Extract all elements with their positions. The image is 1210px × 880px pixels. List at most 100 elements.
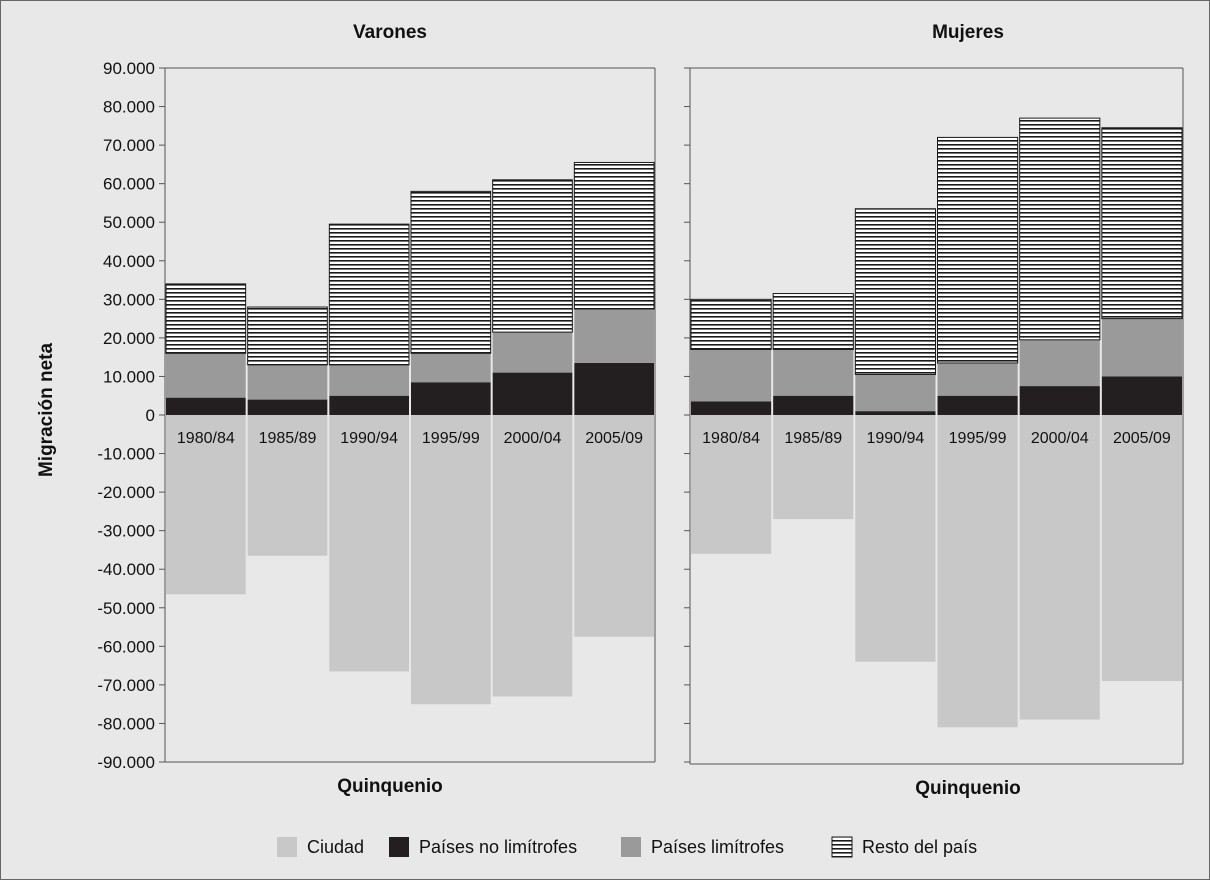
- panel-Varones: Varones Quinquenio 90.000 80.000 70.000 60.00…: [97, 22, 656, 797]
- x-tick-label: 1990/94: [866, 430, 924, 447]
- bar-group-2005/09: [1101, 127, 1183, 682]
- bar-group-1995/99: [937, 136, 1019, 728]
- x-tick-label: 1980/84: [702, 430, 760, 447]
- y-tick-label: -30.000: [97, 522, 155, 541]
- bar-segment-ciudad: [773, 415, 854, 520]
- bar-segment-ciudad: [574, 415, 654, 637]
- y-tick-label: 0: [146, 406, 155, 425]
- bar-segment-resto-del-pais: [690, 298, 772, 350]
- bar-segment-paises-limitrofes: [329, 364, 409, 396]
- bar-segment-resto-del-pais: [328, 223, 410, 366]
- bar-segment-paises-no-limitrofes: [1101, 376, 1182, 415]
- y-tick-label: 30.000: [103, 290, 155, 309]
- bar-segment-paises-limitrofes: [1019, 339, 1100, 387]
- y-tick-label: -90.000: [97, 753, 155, 772]
- legend-swatch-paises-no-limitrofes: [389, 837, 409, 857]
- bar-segment-resto-del-pais: [492, 179, 573, 333]
- legend-swatch-resto-del-pais: [831, 836, 853, 858]
- bar-segment-paises-limitrofes: [855, 374, 936, 412]
- bar-segment-resto-del-pais: [165, 283, 247, 354]
- y-tick-label: -10.000: [97, 445, 155, 464]
- y-tick-label: 80.000: [103, 98, 155, 117]
- bar-group-2000/04: [492, 179, 573, 697]
- x-tick-label: 1995/99: [949, 430, 1007, 447]
- bar-segment-ciudad: [855, 415, 936, 662]
- y-tick-label: -80.000: [97, 714, 155, 733]
- bar-segment-resto-del-pais: [573, 161, 655, 310]
- y-tick-label: -70.000: [97, 676, 155, 695]
- bar-segment-resto-del-pais: [1101, 127, 1183, 320]
- legend-swatch-ciudad: [277, 837, 297, 857]
- y-tick-label: -20.000: [97, 483, 155, 502]
- bar-segment-ciudad: [329, 415, 409, 672]
- bar-segment-ciudad: [166, 415, 246, 595]
- y-tick-label: 10.000: [103, 367, 155, 386]
- bar-segment-ciudad: [247, 415, 328, 556]
- bar-segment-paises-limitrofes: [691, 349, 772, 402]
- y-tick-label: 90.000: [103, 59, 155, 78]
- bar-group-1990/94: [328, 223, 410, 672]
- bar-segment-resto-del-pais: [772, 293, 854, 350]
- y-tick-label: -60.000: [97, 637, 155, 656]
- bar-segment-paises-limitrofes: [411, 353, 491, 383]
- bar-group-1995/99: [410, 190, 492, 705]
- bar-segment-paises-limitrofes: [937, 362, 1018, 396]
- legend-label-ciudad: Ciudad: [307, 837, 364, 857]
- bar-group-1985/89: [772, 293, 854, 520]
- bar-segment-paises-no-limitrofes: [492, 372, 573, 415]
- x-tick-label: 1985/89: [784, 430, 842, 447]
- panel-title: Varones: [353, 22, 427, 43]
- bar-segment-resto-del-pais: [410, 190, 492, 354]
- panel-Mujeres: Mujeres Quinquenio 1980/84 1985/89 1990/94 19…: [684, 22, 1184, 799]
- bar-segment-resto-del-pais: [247, 306, 328, 366]
- x-tick-label: 1995/99: [422, 430, 480, 447]
- bar-segment-paises-no-limitrofes: [773, 395, 854, 415]
- bar-segment-ciudad: [411, 415, 491, 705]
- x-axis-label: Quinquenio: [915, 778, 1021, 799]
- bar-segment-paises-limitrofes: [492, 332, 573, 373]
- panel-title: Mujeres: [932, 22, 1004, 43]
- bar-segment-paises-limitrofes: [166, 353, 246, 398]
- x-tick-label: 2005/09: [585, 430, 643, 447]
- y-tick-label: 20.000: [103, 329, 155, 348]
- x-tick-label: 1980/84: [177, 430, 235, 447]
- bar-group-2005/09: [573, 161, 655, 637]
- y-axis-label: Migración neta: [36, 343, 57, 478]
- y-tick-label: 50.000: [103, 213, 155, 232]
- bar-segment-ciudad: [1101, 415, 1182, 682]
- x-axis-label: Quinquenio: [337, 776, 443, 797]
- bar-group-1980/84: [690, 298, 772, 554]
- x-tick-label: 2000/04: [504, 430, 562, 447]
- legend-label-resto-del-pais: Resto del país: [862, 837, 977, 857]
- y-tick-label: 40.000: [103, 252, 155, 271]
- bar-segment-resto-del-pais: [854, 208, 936, 376]
- bar-segment-ciudad: [937, 415, 1018, 728]
- bar-segment-ciudad: [492, 415, 573, 697]
- bar-segment-paises-no-limitrofes: [937, 395, 1018, 415]
- bar-segment-paises-no-limitrofes: [166, 397, 246, 415]
- bar-segment-ciudad: [691, 415, 772, 554]
- x-tick-label: 2005/09: [1113, 430, 1171, 447]
- bar-group-1980/84: [165, 283, 247, 595]
- bar-segment-paises-limitrofes: [247, 364, 328, 400]
- bar-segment-paises-no-limitrofes: [691, 401, 772, 415]
- bar-segment-paises-limitrofes: [574, 308, 654, 363]
- y-tick-label: 70.000: [103, 136, 155, 155]
- legend: Ciudad Países no limítrofes Países limít…: [277, 836, 977, 858]
- bar-group-1990/94: [854, 208, 936, 662]
- bar-segment-paises-no-limitrofes: [1019, 386, 1100, 415]
- bar-segment-paises-no-limitrofes: [247, 399, 328, 415]
- legend-swatch-paises-limitrofes: [621, 837, 641, 857]
- bar-segment-paises-no-limitrofes: [855, 411, 936, 415]
- bar-segment-paises-no-limitrofes: [574, 362, 654, 415]
- y-tick-label: -40.000: [97, 560, 155, 579]
- bar-group-2000/04: [1019, 117, 1101, 720]
- bar-segment-paises-limitrofes: [1101, 318, 1182, 377]
- legend-label-paises-no-limitrofes: Países no limítrofes: [419, 837, 577, 857]
- y-tick-label: 60.000: [103, 175, 155, 194]
- x-tick-label: 2000/04: [1031, 430, 1089, 447]
- bar-segment-resto-del-pais: [937, 136, 1019, 364]
- bar-segment-ciudad: [1019, 415, 1100, 720]
- bar-segment-paises-no-limitrofes: [329, 395, 409, 415]
